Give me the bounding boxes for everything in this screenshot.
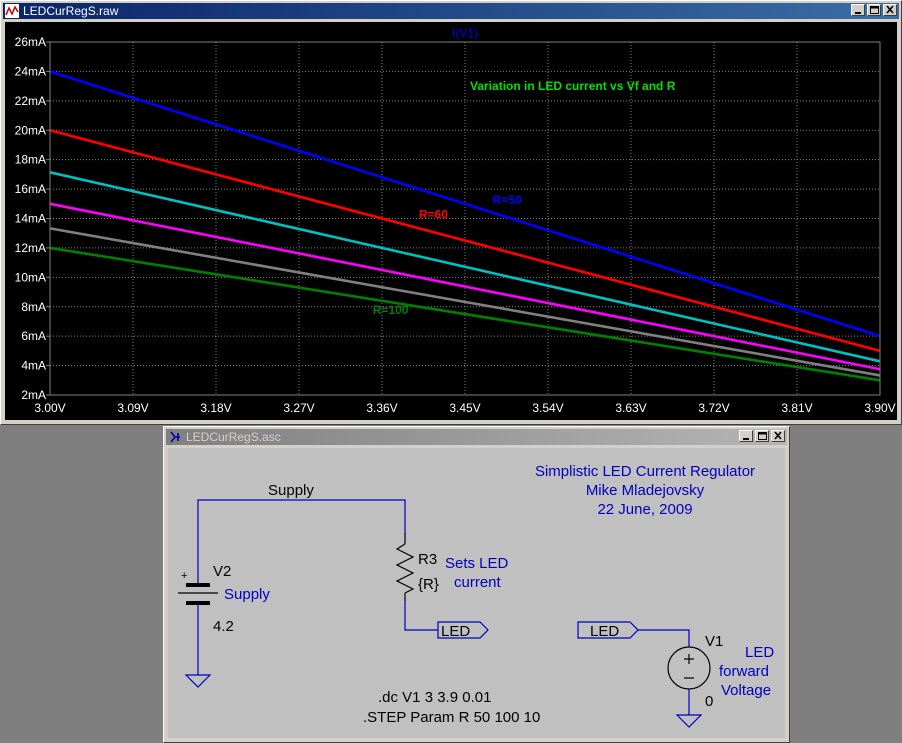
plot-annotation: Variation in LED current vs Vf and R — [470, 79, 676, 93]
r3-value[interactable]: {R} — [418, 576, 439, 593]
led-port-2[interactable] — [577, 621, 639, 639]
x-tick-label: 3.72V — [698, 401, 729, 415]
y-tick-label: 24mA — [15, 64, 46, 78]
schematic-window-titlebar[interactable]: LEDCurRegS.asc — [166, 429, 787, 445]
step-directive[interactable]: .STEP Param R 50 100 10 — [363, 709, 540, 726]
v1-value[interactable]: 0 — [705, 693, 713, 710]
y-tick-label: 4mA — [21, 359, 46, 373]
ground-icon[interactable] — [184, 674, 212, 688]
led-wire-1[interactable] — [404, 601, 438, 631]
series-label: R=50 — [493, 193, 522, 207]
series-line-6[interactable] — [49, 246, 881, 382]
v2-name[interactable]: V2 — [213, 563, 231, 580]
y-tick-label: 8mA — [21, 300, 46, 314]
led-port-1-label[interactable]: LED — [441, 623, 470, 640]
y-tick-label: 2mA — [21, 388, 46, 402]
y-tick-label: 14mA — [15, 212, 46, 226]
v1-comment-1[interactable]: LED — [745, 644, 774, 661]
y-tick-label: 20mA — [15, 123, 46, 137]
v1-comment-3[interactable]: Voltage — [721, 682, 771, 699]
y-tick-label: 22mA — [15, 94, 46, 108]
r3-comment-2[interactable]: current — [454, 574, 502, 591]
y-tick-label: 16mA — [15, 182, 46, 196]
current-vs-voltage-chart[interactable]: 3.00V 3.09V 3.18V 3.27V 3.36V 3.45V 3.54V 3.63V… — [5, 22, 897, 421]
dc-directive[interactable]: .dc V1 3 3.9 0.01 — [378, 689, 491, 706]
maximize-button[interactable] — [867, 4, 881, 16]
trace-label[interactable]: I(V1) — [452, 26, 478, 40]
x-tick-label: 3.90V — [864, 401, 895, 415]
led-port-2-label[interactable]: LED — [590, 623, 619, 640]
plot-window: LEDCurRegS.raw 3.00V 3.09V 3.18V 3.27V 3.36V… — [0, 0, 902, 425]
schematic-window-title: LEDCurRegS.asc — [186, 430, 281, 444]
plot-window-title: LEDCurRegS.raw — [23, 4, 119, 18]
header-line-3: 22 June, 2009 — [597, 501, 692, 518]
y-tick-label: 18mA — [15, 153, 46, 167]
series-line-1[interactable] — [49, 70, 881, 338]
ground-icon[interactable] — [675, 714, 703, 728]
y-tick-label: 10mA — [15, 270, 46, 284]
maximize-button[interactable] — [755, 430, 769, 442]
x-tick-label: 3.27V — [283, 401, 314, 415]
series-line-5[interactable] — [49, 227, 881, 377]
x-tick-label: 3.00V — [34, 401, 65, 415]
schematic-drawing[interactable]: Simplistic LED Current Regulator Mike Ml… — [168, 448, 785, 739]
header-line-2: Mike Mladejovsky — [586, 482, 705, 499]
series-line-2[interactable] — [49, 128, 881, 353]
y-tick-label: 26mA — [15, 35, 46, 49]
schematic-canvas[interactable]: Simplistic LED Current Regulator Mike Ml… — [168, 448, 785, 738]
x-tick-label: 3.18V — [200, 401, 231, 415]
r3-comment-1[interactable]: Sets LED — [445, 555, 509, 572]
series-label: R=60 — [419, 208, 448, 222]
supply-wire[interactable] — [197, 499, 406, 565]
series-label: R=100 — [373, 303, 409, 317]
series-line-4[interactable] — [49, 202, 881, 371]
x-tick-label: 3.63V — [615, 401, 646, 415]
close-button[interactable] — [771, 430, 785, 442]
close-button[interactable] — [883, 4, 897, 16]
led-port-1[interactable] — [437, 621, 489, 639]
series-line-3[interactable] — [49, 171, 881, 363]
svg-text:+: + — [181, 570, 187, 582]
plot-window-titlebar[interactable]: LEDCurRegS.raw — [3, 3, 899, 19]
resistor-r3-symbol[interactable] — [395, 533, 415, 601]
schematic-window: LEDCurRegS.asc Simplistic LED Current Re… — [163, 426, 790, 743]
x-tick-label: 3.81V — [781, 401, 812, 415]
v2-comment[interactable]: Supply — [224, 586, 270, 603]
y-tick-label: 12mA — [15, 241, 46, 255]
minimize-button[interactable] — [851, 4, 865, 16]
x-tick-label: 3.45V — [449, 401, 480, 415]
led-wire-2[interactable] — [638, 629, 690, 647]
minimize-button[interactable] — [739, 430, 753, 442]
plot-frame — [49, 41, 881, 396]
x-tick-label: 3.09V — [117, 401, 148, 415]
header-line-1: Simplistic LED Current Regulator — [535, 463, 755, 480]
waveform-app-icon — [5, 4, 19, 18]
r3-name[interactable]: R3 — [418, 551, 437, 568]
y-tick-label: 6mA — [21, 329, 46, 343]
v1-comment-2[interactable]: forward — [719, 663, 769, 680]
schematic-app-icon — [170, 431, 180, 443]
plot-area[interactable]: 3.00V 3.09V 3.18V 3.27V 3.36V 3.45V 3.54V 3.63V… — [5, 22, 897, 420]
x-tick-label: 3.54V — [532, 401, 563, 415]
x-tick-label: 3.36V — [366, 401, 397, 415]
v2-value[interactable]: 4.2 — [213, 618, 234, 635]
battery-v2-symbol[interactable]: + — [178, 565, 218, 675]
voltage-source-v1-symbol[interactable] — [667, 646, 711, 715]
v1-name[interactable]: V1 — [705, 633, 723, 650]
supply-net-label[interactable]: Supply — [268, 482, 314, 499]
